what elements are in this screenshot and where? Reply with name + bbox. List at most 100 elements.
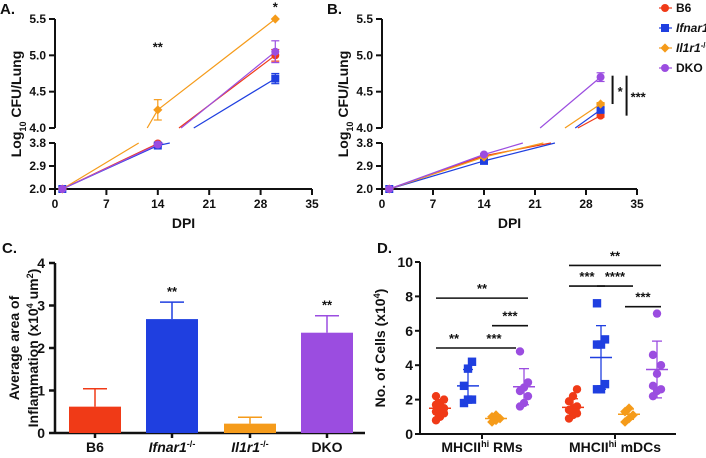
series-line [146,109,159,129]
y-tick-label: 1 [37,383,45,399]
series-line [389,160,485,190]
x-tick-label: 14 [151,197,165,211]
y-tick-label: 6 [405,323,413,339]
bar [224,423,276,433]
y-tick-label: 2.0 [356,182,373,196]
x-tick-label: Ifnar1-/- [149,439,196,455]
data-point [596,105,605,114]
legend-marker [661,4,669,12]
panel-label: B. [327,1,342,18]
data-point [620,406,630,417]
significance-label: ** [477,281,488,296]
series-line [62,143,159,190]
x-tick-label: 28 [254,197,268,211]
y-tick-label: 4.5 [356,85,373,99]
panel-label: A. [0,1,15,18]
x-tick-label: 0 [52,197,59,211]
significance-label: * [618,84,624,99]
y-axis-title-line1: Average area of [6,295,22,400]
x-tick-label: Il1r1-/- [231,439,268,455]
significance-label: *** [579,269,595,284]
legend-marker [660,43,670,53]
data-point [153,105,163,115]
legend-label: DKO [676,61,703,75]
panel-d: D. 0 2 4 6 8 10 No. of Cells (x104) MHCIIhi RMs *… [372,240,676,455]
x-tick-label: DKO [311,439,342,455]
data-point [467,395,477,404]
data-point [592,299,602,308]
y-tick-label: 0 [405,426,413,442]
y-tick-label: 5.5 [356,12,373,26]
panel-a: A. 4.0 4.5 5.0 5.5 2.0 2.9 3.8 0 7 14 21 28 35 DPI Log1… [0,0,319,231]
bar [301,332,353,433]
data-point [628,410,638,420]
x-tick-label: MHCIIhi mDCs [569,439,661,455]
significance-label: **** [605,269,626,284]
group: MHCIIhi mDCs*** ********* [562,248,668,455]
data-point [153,140,162,149]
x-tick-label: 7 [430,197,437,211]
y-tick-label: 8 [405,288,413,304]
y-tick-label: 3.8 [356,136,373,150]
data-point [596,73,605,82]
significance-label: ** [449,331,460,346]
y-tick-label: 2.9 [29,159,46,173]
y-axis-title-line2: Inflammation (x104 um2) [25,269,41,428]
y-tick-label: 3 [37,298,45,314]
data-point [515,347,525,356]
data-point [385,185,394,193]
data-point [270,14,280,24]
x-tick-label: 21 [203,197,217,211]
y-tick-label: 4.0 [356,121,373,135]
series-line [539,76,601,129]
significance-label: *** [486,331,502,346]
legend-label: Il1r1-/- [676,41,706,56]
x-tick-label: B6 [86,439,104,455]
legend-item: Ifnar1-/- [659,21,706,36]
y-tick-label: 2.9 [356,159,373,173]
y-tick-label: 0 [37,425,45,441]
data-point [439,395,449,404]
data-point [58,185,67,193]
y-tick-label: 5.0 [29,48,46,62]
y-axis-title: No. of Cells (x104) [372,289,388,408]
significance-label: *** [502,309,518,324]
data-point [480,150,488,159]
data-point [271,47,280,56]
panel-label: D. [377,240,392,257]
y-tick-label: 4 [37,255,45,271]
data-point [624,403,634,414]
x-tick-label: 35 [305,197,319,211]
legend-item: B6 [659,1,692,15]
legend-item: DKO [659,61,703,75]
x-tick-label: 28 [579,197,593,211]
data-point [656,385,666,394]
panel-label: C. [2,240,17,257]
y-tick-label: 2.0 [29,182,46,196]
data-point [652,309,662,318]
significance-label: *** [631,90,647,105]
data-point [523,378,533,387]
significance-label: ** [322,298,333,313]
x-tick-label: 14 [477,197,491,211]
series-line [574,109,601,129]
series-line [577,115,601,129]
significance-label: * [273,0,279,15]
data-point [648,350,658,360]
data-point [271,74,280,83]
group: MHCIIhi RMs** ******** [429,281,535,455]
legend-label: B6 [676,1,692,15]
x-tick-label: MHCIIhi RMs [441,439,522,455]
bar [146,319,198,433]
data-point [572,402,582,411]
y-tick-label: 5.5 [29,12,46,26]
significance-label: *** [635,290,651,305]
legend-label: Ifnar1-/- [676,21,706,36]
panel-b: B. 4.0 4.5 5.0 5.5 2.0 2.9 3.8 0 7 14 21 28 35 DPI Log1… [327,1,647,231]
data-point [656,361,666,370]
significance-label: ** [167,284,178,299]
data-point [463,364,473,373]
y-tick-label: 5.0 [356,48,373,62]
x-tick-label: 7 [103,197,110,211]
